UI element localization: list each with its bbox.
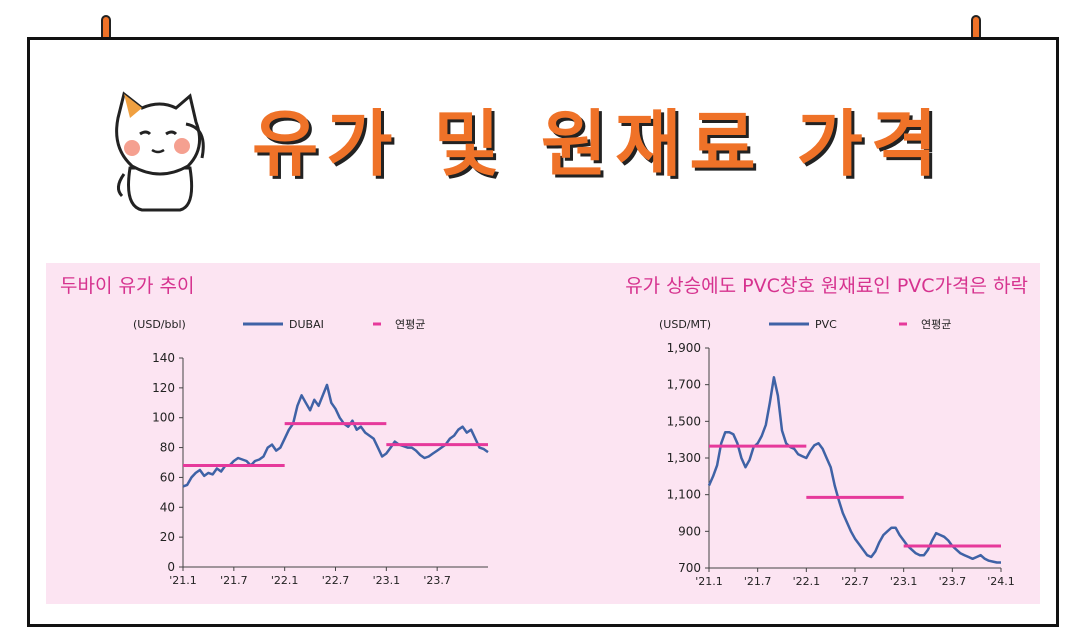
dubai-chart: (USD/bbl) DUBAI 연평균 0 20 40 60 80 100 120 140 '21.1… (133, 318, 489, 587)
x-tick-label: '24.1 (987, 575, 1015, 588)
x-tick-label: '23.1 (890, 575, 918, 588)
x-tick-label: '22.1 (271, 574, 299, 587)
y-tick-label: 700 (678, 561, 701, 575)
unit-label: (USD/bbl) (133, 318, 186, 331)
x-tick-label: '21.1 (695, 575, 723, 588)
y-tick-label: 1,500 (667, 414, 701, 428)
legend-entry: PVC (815, 318, 837, 331)
chart-title-pvc: 유가 상승에도 PVC창호 원재료인 PVC가격은 하락 (625, 275, 1028, 297)
x-tick-label: '23.1 (373, 574, 401, 587)
legend-entry: DUBAI (289, 318, 324, 331)
series-line-dubai (182, 383, 489, 488)
y-tick-label: 1,900 (667, 341, 701, 355)
y-tick-label: 1,100 (667, 488, 701, 502)
x-tick-label: '21.7 (220, 574, 248, 587)
pvc-chart: (USD/MT) PVC 연평균 700 900 1,100 1,300 1,500 1,700… (659, 318, 1015, 588)
y-tick-label: 900 (678, 524, 701, 538)
x-tick-label: '22.1 (793, 575, 821, 588)
y-tick-label: 120 (152, 381, 175, 395)
series-line-pvc (707, 376, 1001, 564)
y-tick-label: 40 (160, 500, 175, 514)
y-tick-label: 20 (160, 530, 175, 544)
page-title: 유가 및 원재료 가격 (252, 102, 946, 186)
y-tick-label: 1,300 (667, 451, 701, 465)
y-tick-label: 60 (160, 470, 175, 484)
chart-title-dubai: 두바이 유가 추이 (60, 275, 195, 297)
chart-panel (46, 263, 1040, 604)
y-tick-label: 140 (152, 351, 175, 365)
y-tick-label: 80 (160, 441, 175, 455)
y-tick-label: 0 (167, 560, 175, 574)
x-tick-label: '22.7 (841, 575, 869, 588)
x-tick-label: '21.7 (744, 575, 772, 588)
x-tick-label: '23.7 (939, 575, 967, 588)
legend-entry: 연평균 (921, 318, 951, 331)
x-tick-label: '22.7 (322, 574, 350, 587)
x-tick-label: '23.7 (423, 574, 451, 587)
cat-mascot-icon (115, 91, 205, 212)
x-tick-label: '21.1 (169, 574, 197, 587)
legend-entry: 연평균 (395, 318, 425, 331)
y-tick-label: 1,700 (667, 378, 701, 392)
y-tick-label: 100 (152, 411, 175, 425)
unit-label: (USD/MT) (659, 318, 711, 331)
